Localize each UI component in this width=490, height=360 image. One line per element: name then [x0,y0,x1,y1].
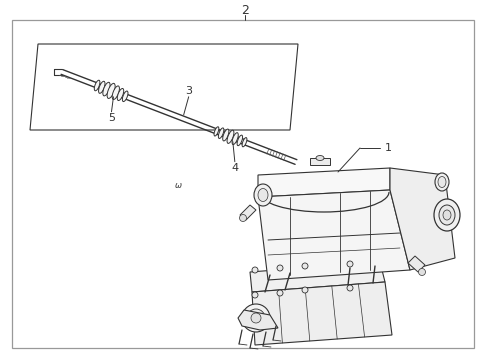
Text: 3: 3 [185,86,192,96]
Text: 1: 1 [385,143,392,153]
Ellipse shape [438,176,446,188]
Ellipse shape [242,304,270,332]
Ellipse shape [434,199,460,231]
Ellipse shape [94,80,100,91]
Ellipse shape [240,215,246,221]
Ellipse shape [252,292,258,298]
Ellipse shape [254,184,272,206]
Text: ω: ω [174,180,181,189]
Text: 4: 4 [231,163,238,173]
Ellipse shape [258,189,268,202]
Ellipse shape [347,285,353,291]
Ellipse shape [302,287,308,293]
Ellipse shape [117,89,123,100]
Ellipse shape [277,265,283,271]
Polygon shape [258,168,390,197]
Ellipse shape [418,269,425,275]
Text: 5: 5 [108,113,115,123]
Ellipse shape [247,309,265,327]
Ellipse shape [219,128,224,139]
Ellipse shape [347,261,353,267]
Ellipse shape [214,127,219,136]
Ellipse shape [122,91,128,102]
Ellipse shape [302,263,308,269]
Ellipse shape [103,82,110,96]
Ellipse shape [242,138,247,147]
Ellipse shape [251,313,261,323]
Ellipse shape [252,267,258,273]
Polygon shape [240,205,256,220]
Polygon shape [310,158,330,165]
Ellipse shape [435,173,449,191]
Text: 2: 2 [241,4,249,17]
Ellipse shape [443,210,451,220]
Ellipse shape [107,84,115,98]
Ellipse shape [237,135,243,146]
Ellipse shape [316,156,324,161]
Ellipse shape [223,129,229,141]
Ellipse shape [439,205,455,225]
Polygon shape [408,256,425,272]
Ellipse shape [98,81,105,93]
Ellipse shape [277,290,283,296]
Ellipse shape [232,133,238,144]
Polygon shape [390,168,455,270]
Polygon shape [238,310,278,330]
Polygon shape [252,282,392,345]
Ellipse shape [112,86,120,99]
Polygon shape [250,262,385,292]
Ellipse shape [227,130,234,143]
Polygon shape [258,190,410,280]
